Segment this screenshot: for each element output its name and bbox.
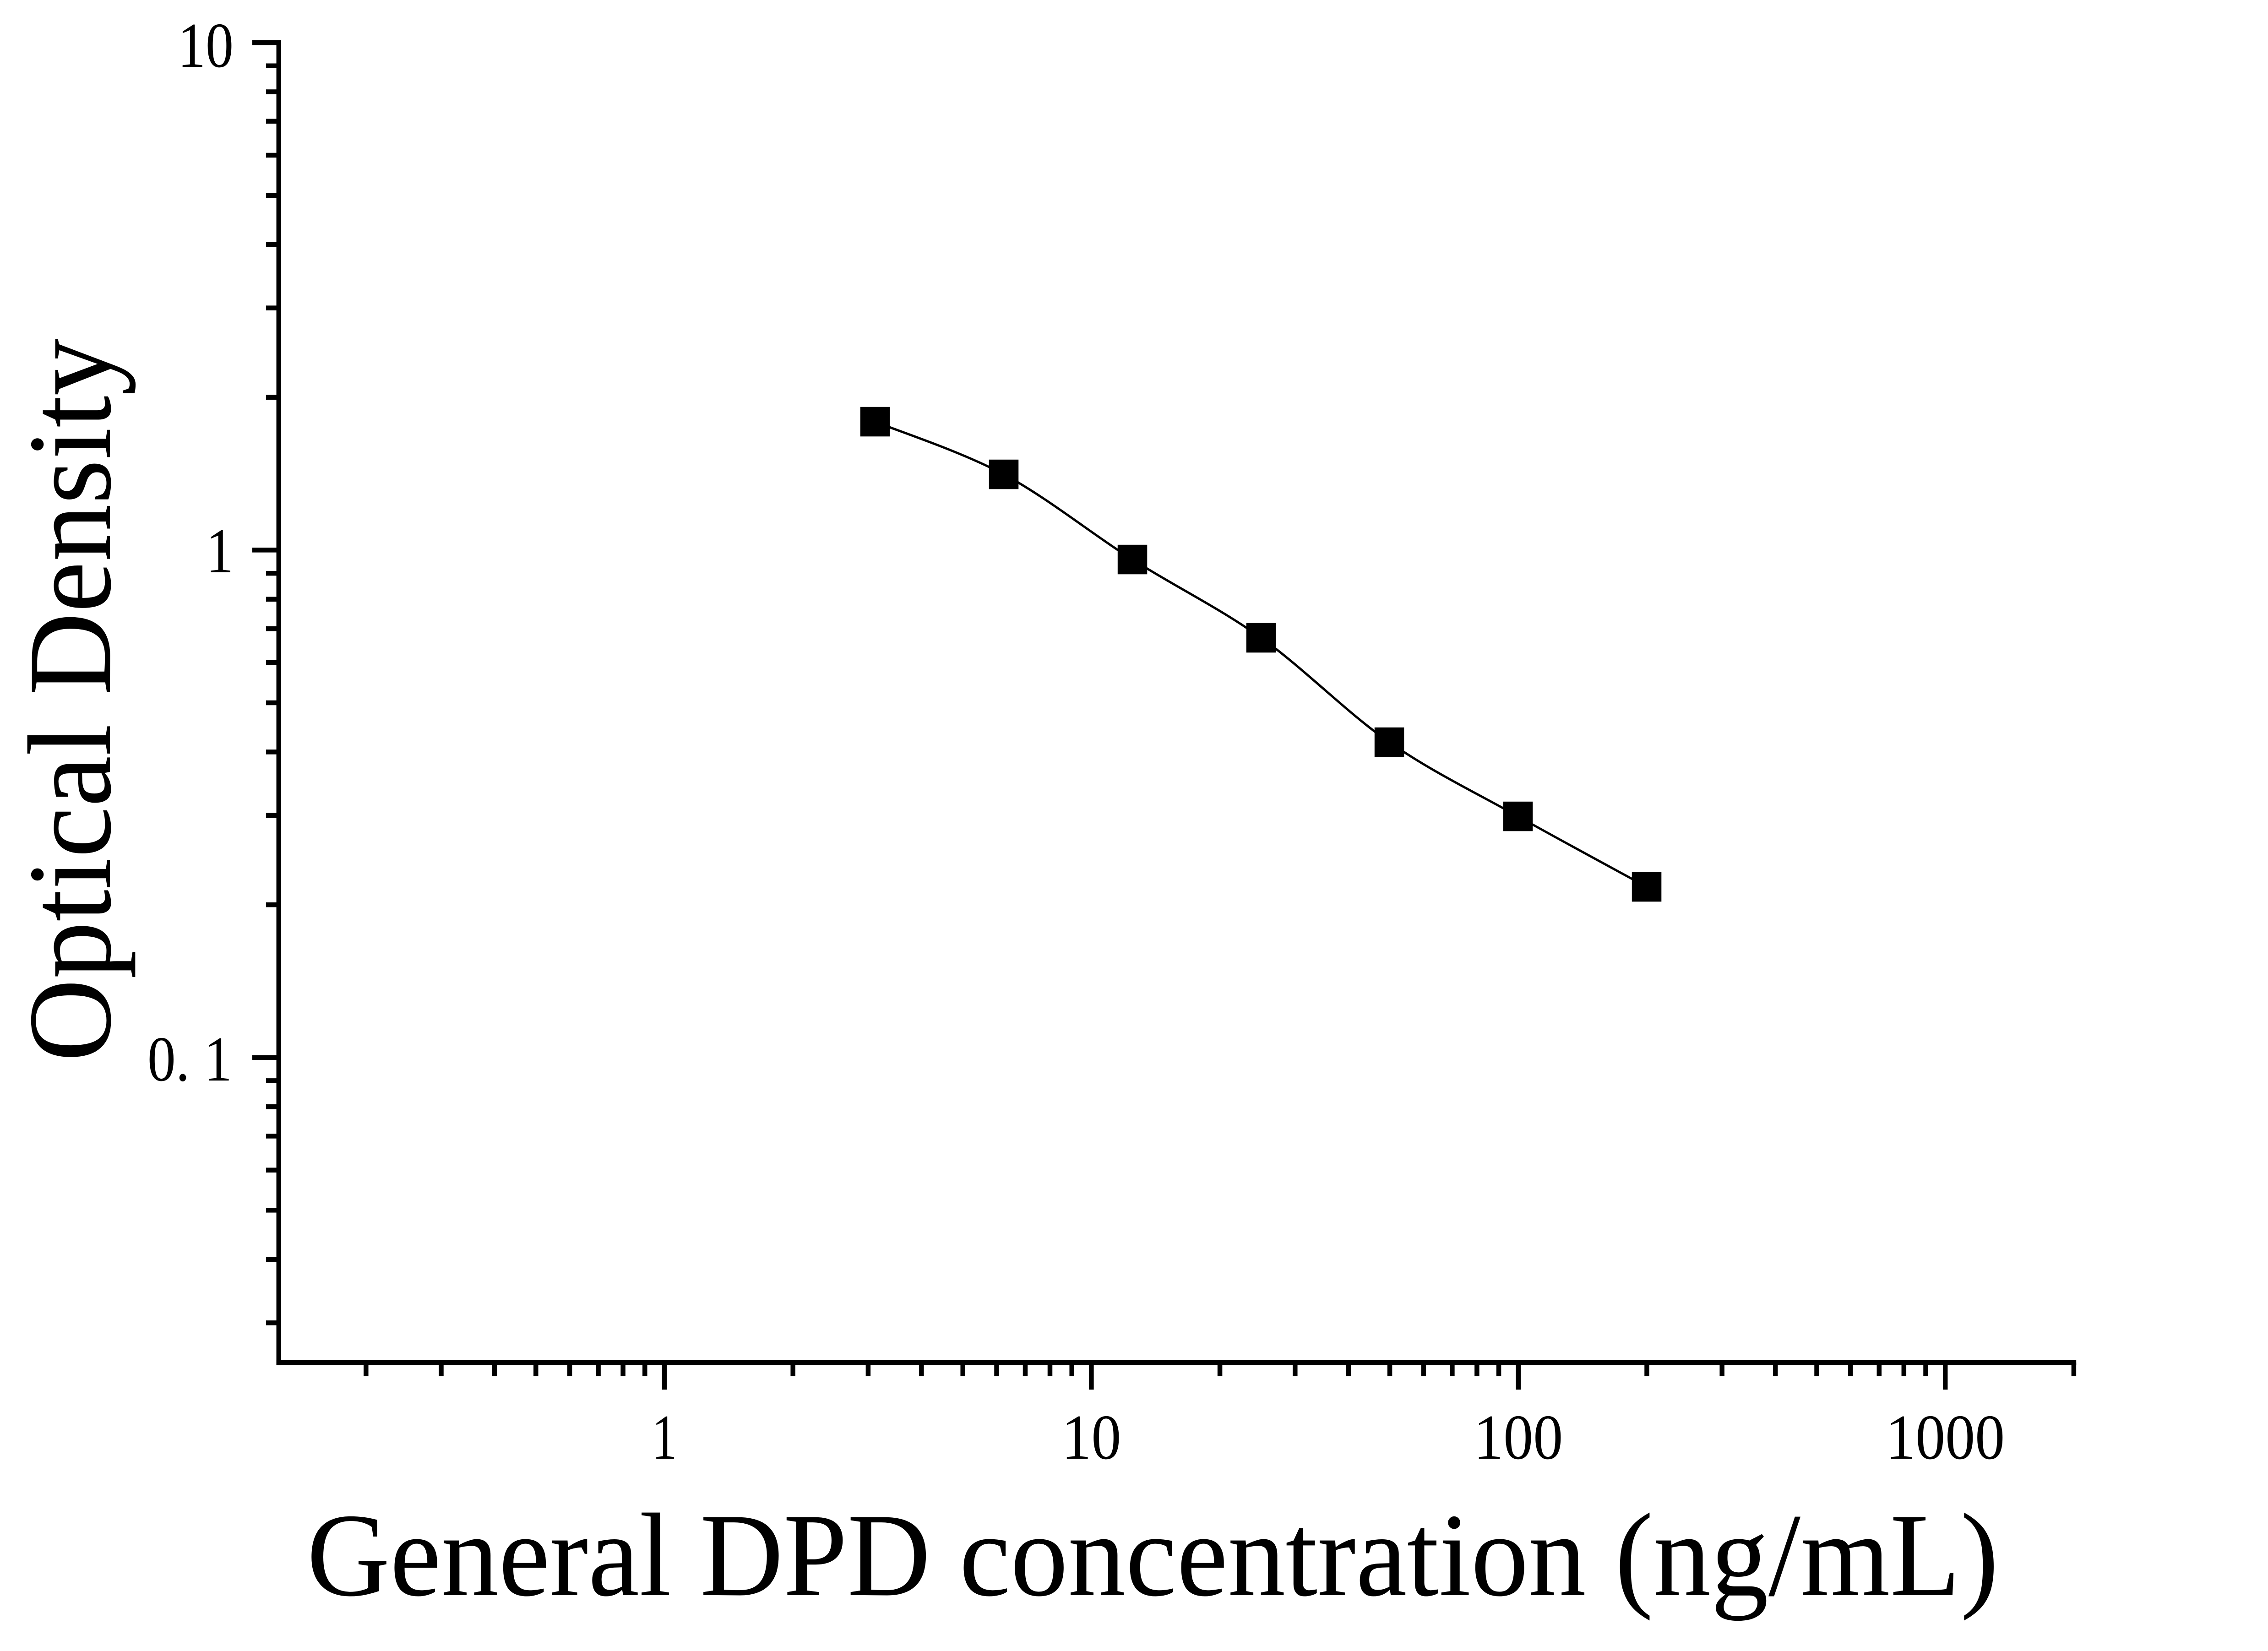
svg-text:100: 100 (1474, 1402, 1563, 1473)
svg-text:General DPD concentration (ng/: General DPD concentration (ng/mL) (307, 1489, 1999, 1621)
svg-text:1000: 1000 (1886, 1402, 2005, 1473)
svg-text:10: 10 (1061, 1402, 1121, 1473)
svg-text:10: 10 (178, 10, 234, 81)
svg-text:Optical Density: Optical Density (4, 338, 136, 1062)
svg-text:0. 1: 0. 1 (147, 1024, 232, 1095)
svg-text:1: 1 (206, 516, 234, 587)
svg-text:1: 1 (652, 1402, 677, 1473)
